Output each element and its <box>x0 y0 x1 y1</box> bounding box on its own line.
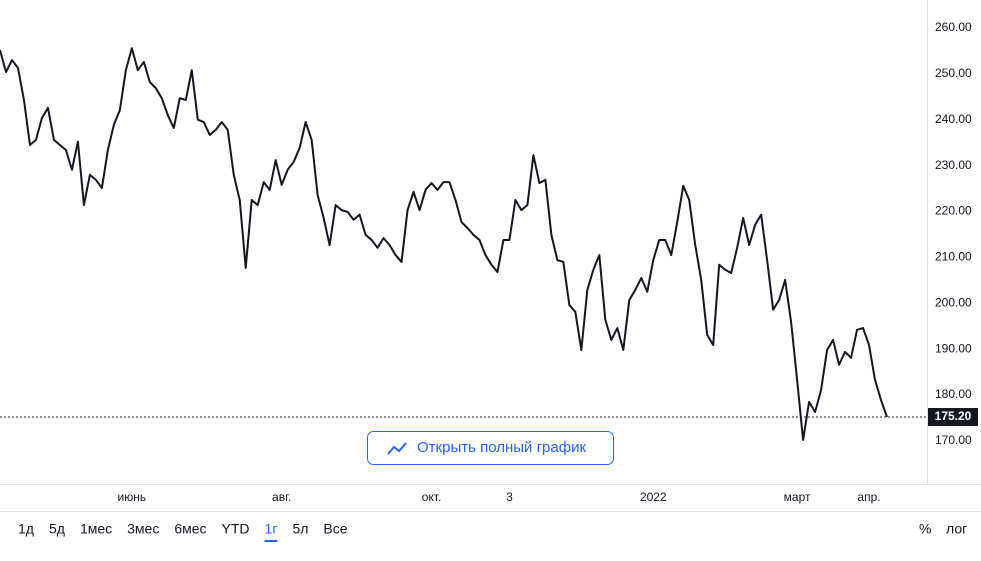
x-tick-label: июнь <box>118 490 147 504</box>
button-frame[interactable] <box>367 431 614 465</box>
y-tick-label: 170.00 <box>935 433 972 447</box>
button-label[interactable]: Открыть полный график <box>417 439 586 456</box>
toolbar: 1д 5д 1мес 3мес 6мес YTD 1г 5л Все% лог <box>18 521 967 542</box>
x-tick-label: окт. <box>422 490 442 504</box>
y-tick-label: 220.00 <box>935 204 972 218</box>
range-button[interactable]: 1мес <box>80 521 112 537</box>
x-tick-label: март <box>784 490 811 504</box>
last-price-label: 175.20 <box>935 409 972 423</box>
scale-option[interactable]: лог <box>946 521 967 537</box>
y-tick-label: 210.00 <box>935 250 972 264</box>
price-line <box>0 47 888 441</box>
range-button[interactable]: 5л <box>292 521 308 537</box>
range-button[interactable]: 5д <box>49 521 65 537</box>
y-tick-label: 250.00 <box>935 66 972 80</box>
y-tick-label: 200.00 <box>935 295 972 309</box>
open-chart-button[interactable]: Открыть полный график <box>367 431 614 465</box>
y-tick-label: 240.00 <box>935 112 972 126</box>
x-tick-label: авг. <box>272 490 291 504</box>
y-tick-label: 230.00 <box>935 158 972 172</box>
range-button[interactable]: 6мес <box>174 521 206 537</box>
range-button[interactable]: 1д <box>18 521 34 537</box>
range-button[interactable]: 1г <box>265 521 278 537</box>
button-icon <box>387 442 407 455</box>
x-tick-label: апр. <box>857 490 880 504</box>
x-tick-label: 3 <box>506 490 513 504</box>
x-tick-label: 2022 <box>640 490 667 504</box>
plot <box>0 47 927 441</box>
range-button[interactable]: Все <box>323 521 347 537</box>
last-price-box <box>928 408 978 427</box>
y-tick-label: 180.00 <box>935 387 972 401</box>
scale-option[interactable]: % <box>919 521 931 537</box>
range-button[interactable]: YTD <box>222 521 250 537</box>
y-tick-label: 260.00 <box>935 20 972 34</box>
range-button[interactable]: 3мес <box>127 521 159 537</box>
y-tick-label: 190.00 <box>935 341 972 355</box>
